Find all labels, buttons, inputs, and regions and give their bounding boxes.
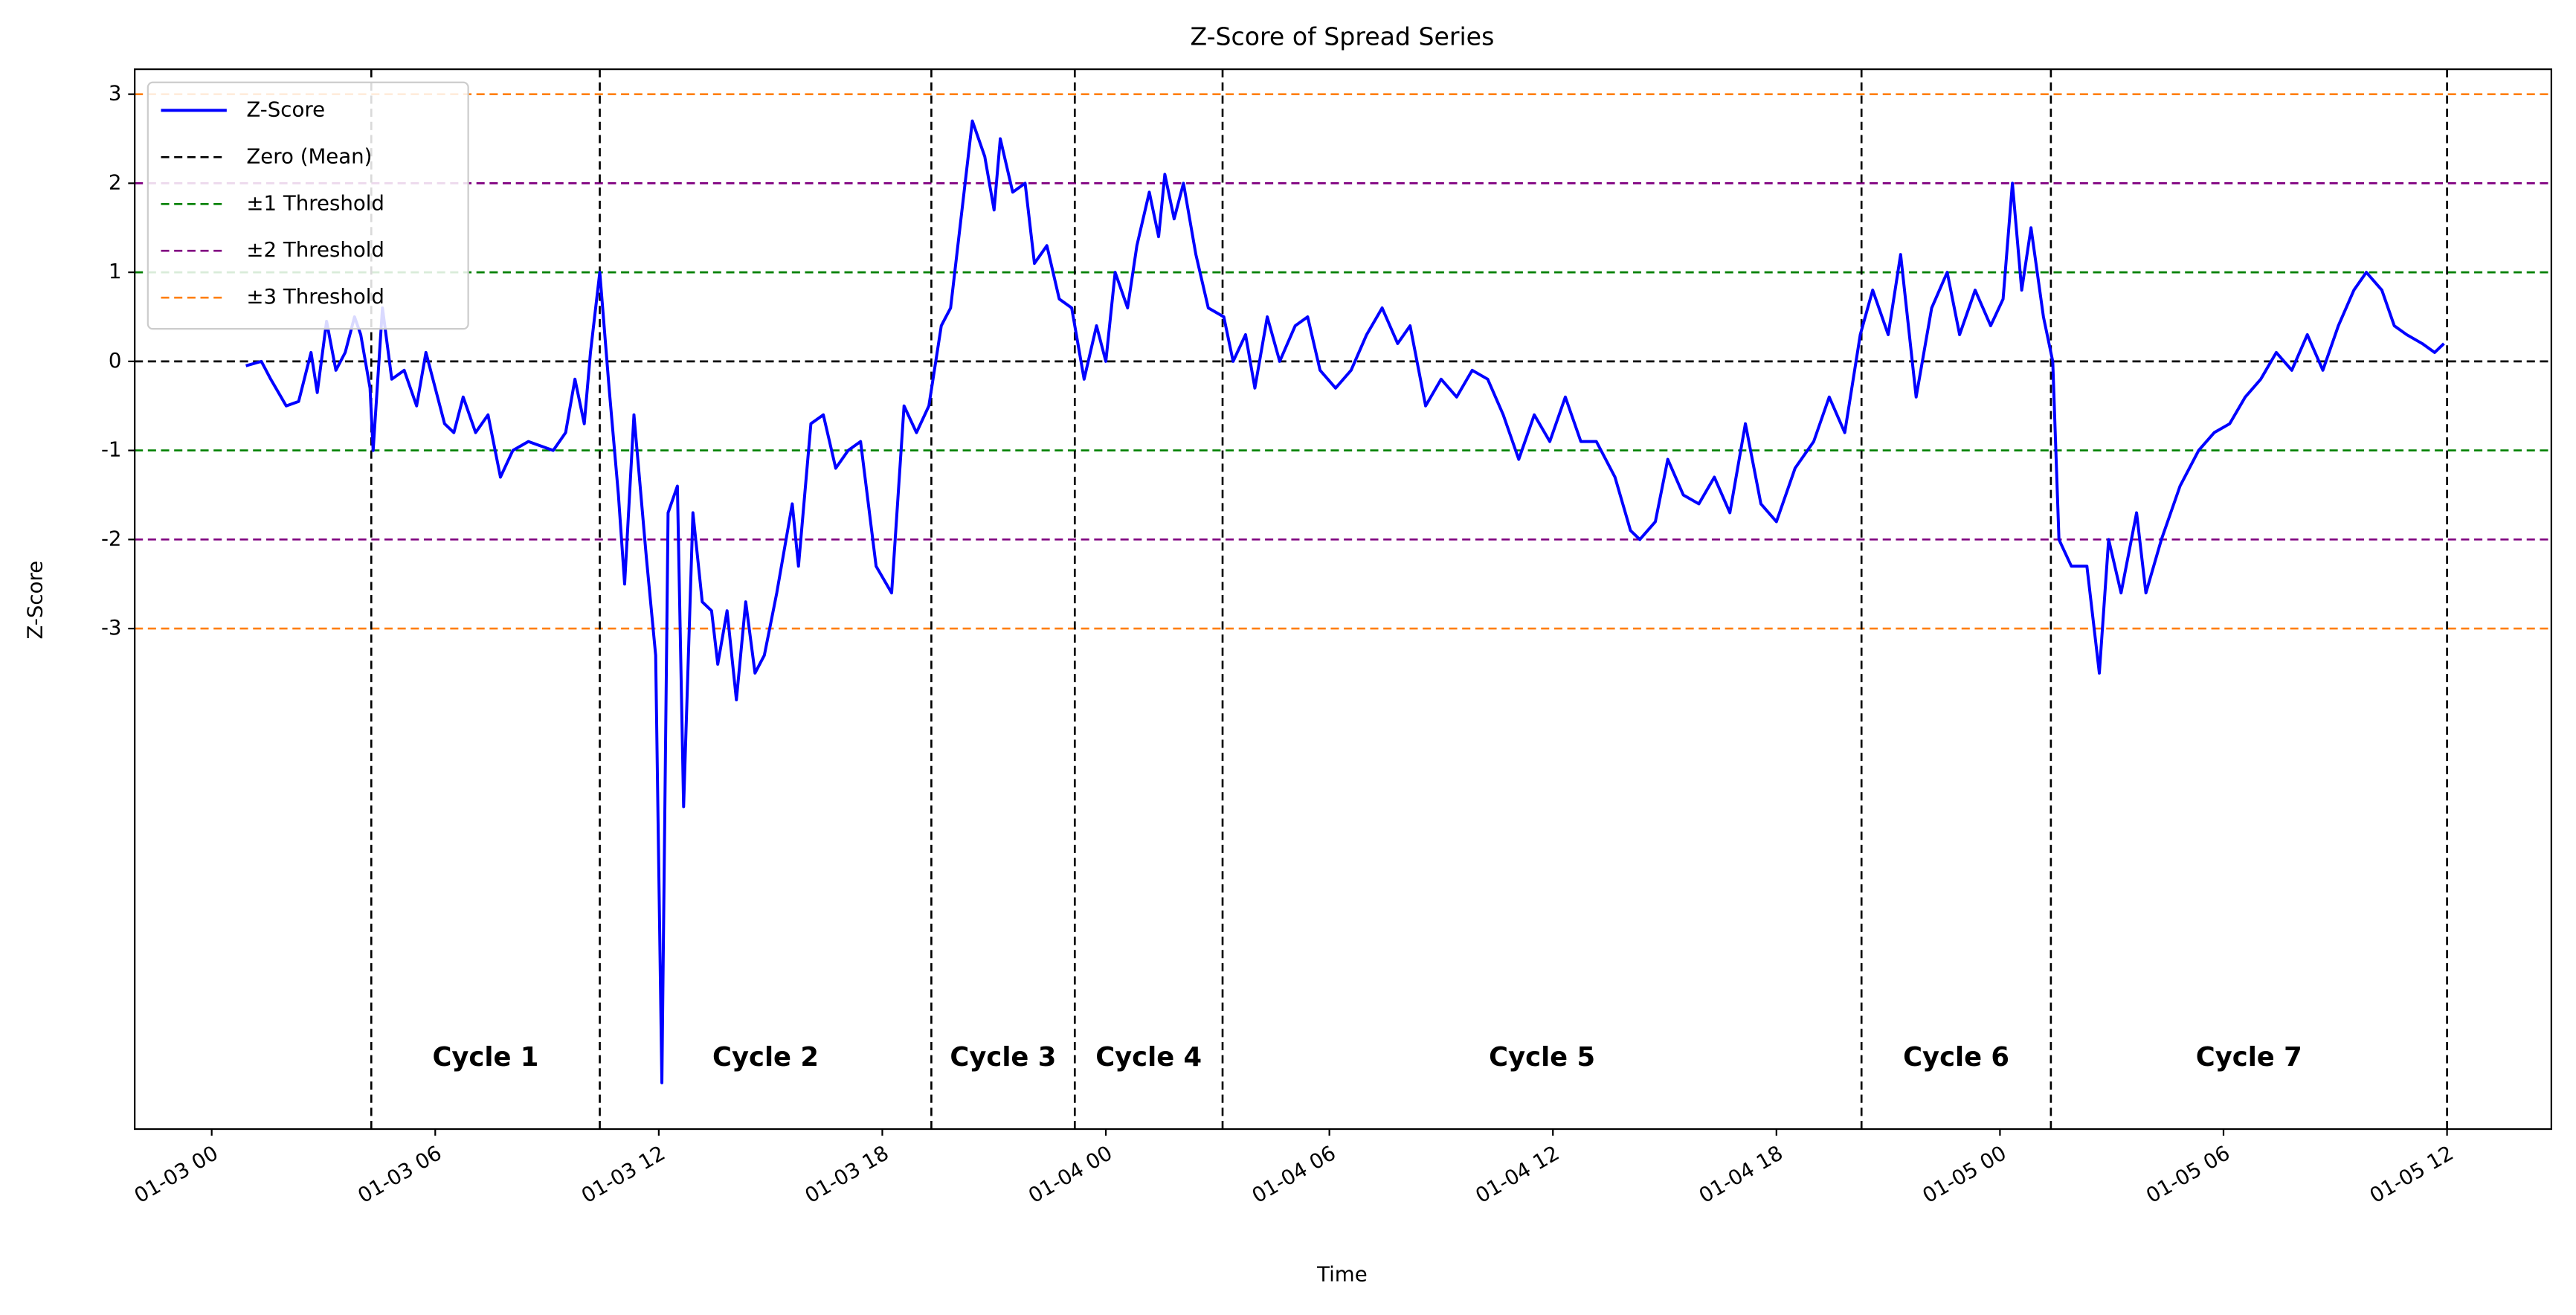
x-tick-label: 01-03 18 xyxy=(801,1140,893,1208)
x-tick-label: 01-05 06 xyxy=(2142,1140,2234,1208)
y-tick-label: -3 xyxy=(101,615,122,640)
x-tick-label: 01-05 12 xyxy=(2366,1140,2458,1208)
cycle-label: Cycle 7 xyxy=(2196,1042,2302,1073)
legend-label: ±1 Threshold xyxy=(246,190,384,215)
x-tick-label: 01-04 18 xyxy=(1695,1140,1787,1208)
cycle-label: Cycle 4 xyxy=(1095,1042,1202,1073)
x-tick-label: 01-04 00 xyxy=(1024,1140,1116,1208)
x-tick-label: 01-05 00 xyxy=(1919,1140,2011,1208)
legend-label: Z-Score xyxy=(246,97,325,121)
y-tick-label: -2 xyxy=(101,526,122,550)
chart-title: Z-Score of Spread Series xyxy=(1190,22,1494,51)
y-tick-label: -1 xyxy=(101,437,122,462)
legend-label: ±2 Threshold xyxy=(246,237,384,262)
cycle-label: Cycle 3 xyxy=(950,1042,1056,1073)
y-tick-label: 0 xyxy=(109,348,122,373)
cycle-label: Cycle 5 xyxy=(1489,1042,1595,1073)
legend: Z-Score Zero (Mean) ±1 Threshold ±2 Thresho… xyxy=(146,81,469,330)
x-tick-label: 01-04 06 xyxy=(1248,1140,1340,1208)
legend-label: ±3 Threshold xyxy=(246,284,384,309)
y-tick-label: 1 xyxy=(109,259,122,283)
x-tick-label: 01-04 12 xyxy=(1471,1140,1563,1208)
x-axis-label: Time xyxy=(1316,1262,1368,1287)
cycle-label: Cycle 6 xyxy=(1903,1042,2009,1073)
data-line xyxy=(245,119,2445,1084)
plot-frame xyxy=(134,68,2552,1131)
cycle-label: Cycle 1 xyxy=(432,1042,538,1073)
x-tick-label: 01-03 12 xyxy=(577,1140,669,1208)
y-tick-label: 3 xyxy=(109,81,122,106)
x-tick-label: 01-03 00 xyxy=(130,1140,222,1208)
x-tick-label: 01-03 06 xyxy=(353,1140,445,1208)
y-tick-label: 2 xyxy=(109,170,122,194)
y-axis-label: Z-Score xyxy=(23,561,48,640)
legend-box xyxy=(146,81,469,330)
legend-label: Zero (Mean) xyxy=(246,144,372,168)
cycle-label: Cycle 2 xyxy=(712,1042,819,1073)
